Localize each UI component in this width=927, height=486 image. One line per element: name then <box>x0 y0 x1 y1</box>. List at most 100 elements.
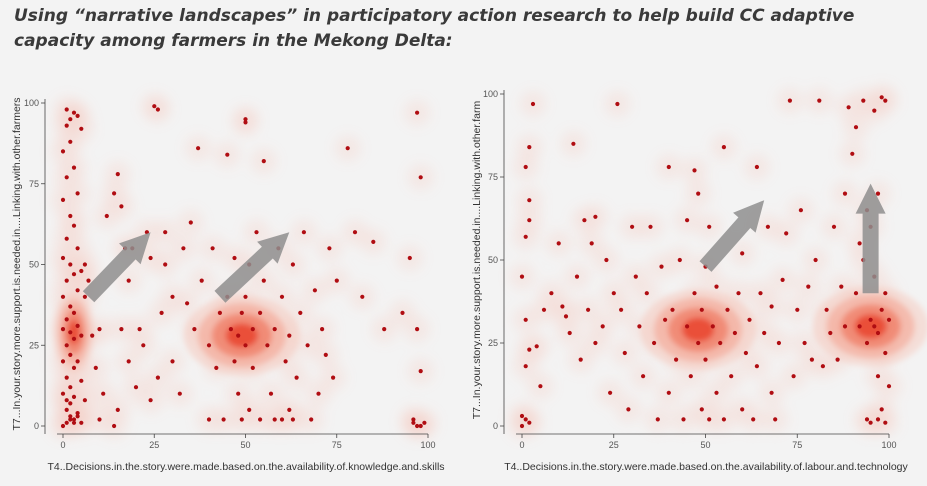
data-point <box>60 197 66 202</box>
right-density-layer <box>509 84 927 439</box>
data-point <box>842 324 848 329</box>
data-point <box>352 230 358 235</box>
data-point <box>79 126 84 131</box>
data-point <box>170 294 175 299</box>
x-tick-label: 100 <box>420 440 435 450</box>
data-point <box>567 330 572 336</box>
data-point <box>758 291 763 296</box>
data-point <box>382 327 387 332</box>
data-point <box>622 350 627 356</box>
data-point <box>206 417 212 422</box>
data-point <box>236 391 241 396</box>
data-point <box>415 423 420 429</box>
right-x-axis-title: T4..Decisions.in.the.story.were.made.bas… <box>504 461 908 473</box>
data-point <box>415 327 420 332</box>
y-tick-label: 50 <box>488 255 498 265</box>
data-point <box>71 165 77 170</box>
data-point <box>71 272 77 277</box>
data-point <box>685 218 690 223</box>
data-point <box>323 352 328 357</box>
data-point <box>681 417 686 422</box>
data-point <box>79 333 84 338</box>
data-point <box>853 291 859 296</box>
data-point <box>740 407 745 412</box>
data-point <box>637 324 642 329</box>
data-point <box>714 284 719 289</box>
data-point <box>181 246 186 251</box>
data-point <box>163 230 168 235</box>
data-point <box>97 417 102 422</box>
data-point <box>137 327 142 332</box>
page-title: Using “narrative landscapes” in particip… <box>14 6 855 51</box>
data-point <box>64 107 69 112</box>
left-points-layer <box>60 104 427 429</box>
data-point <box>71 365 77 370</box>
data-point <box>418 369 423 374</box>
data-point <box>519 423 525 429</box>
trend-arrow <box>699 200 765 272</box>
data-point <box>659 264 664 269</box>
data-point <box>677 257 682 263</box>
data-point <box>879 407 884 412</box>
data-point <box>861 98 866 103</box>
data-point <box>79 268 84 274</box>
data-point <box>523 234 528 239</box>
data-point <box>75 411 80 416</box>
data-point <box>71 223 77 228</box>
data-point <box>630 224 635 229</box>
data-point <box>64 278 69 283</box>
data-point <box>696 191 701 196</box>
data-point <box>732 330 738 336</box>
data-point <box>217 310 222 315</box>
data-point <box>769 304 774 309</box>
data-point <box>703 357 708 362</box>
data-point <box>530 101 536 107</box>
data-point <box>663 317 668 322</box>
data-point <box>418 423 423 429</box>
data-point <box>82 262 87 267</box>
data-point <box>60 391 66 396</box>
data-point <box>272 327 277 332</box>
data-point <box>68 352 73 357</box>
y-tick-label: 25 <box>29 340 39 350</box>
y-tick-label: 75 <box>488 172 498 182</box>
data-point <box>883 420 888 425</box>
data-point <box>232 255 237 261</box>
data-point <box>549 291 554 296</box>
data-point <box>835 357 840 362</box>
data-point <box>287 333 292 338</box>
data-point <box>360 294 365 299</box>
data-point <box>177 391 182 396</box>
data-point <box>692 168 697 173</box>
data-point <box>648 224 653 229</box>
data-point <box>864 417 870 422</box>
data-point <box>71 110 77 115</box>
data-point <box>268 391 274 396</box>
left-axes: 0 25 50 75 100 0 25 50 75 100 <box>24 98 436 450</box>
left-x-axis-title: T4..Decisions.in.the.story.were.made.bas… <box>47 461 444 473</box>
data-point <box>272 417 277 422</box>
data-point <box>71 420 77 425</box>
data-point <box>527 347 532 352</box>
data-point <box>886 384 892 389</box>
data-point <box>104 213 109 219</box>
data-point <box>883 350 888 356</box>
data-point <box>371 239 376 244</box>
data-point <box>250 365 255 370</box>
data-point <box>71 417 77 422</box>
data-point <box>141 343 146 348</box>
y-tick-label: 75 <box>29 179 39 189</box>
data-point <box>345 146 350 151</box>
data-point <box>243 120 248 125</box>
data-point <box>64 175 69 180</box>
data-point <box>563 314 569 319</box>
right-axes: 0 25 50 75 100 0 25 50 75 100 <box>483 89 897 450</box>
data-point <box>721 145 727 150</box>
data-point <box>75 323 80 328</box>
data-point <box>644 291 649 296</box>
data-point <box>556 241 561 246</box>
data-point <box>589 241 594 246</box>
data-point <box>75 414 80 419</box>
data-point <box>119 204 124 209</box>
